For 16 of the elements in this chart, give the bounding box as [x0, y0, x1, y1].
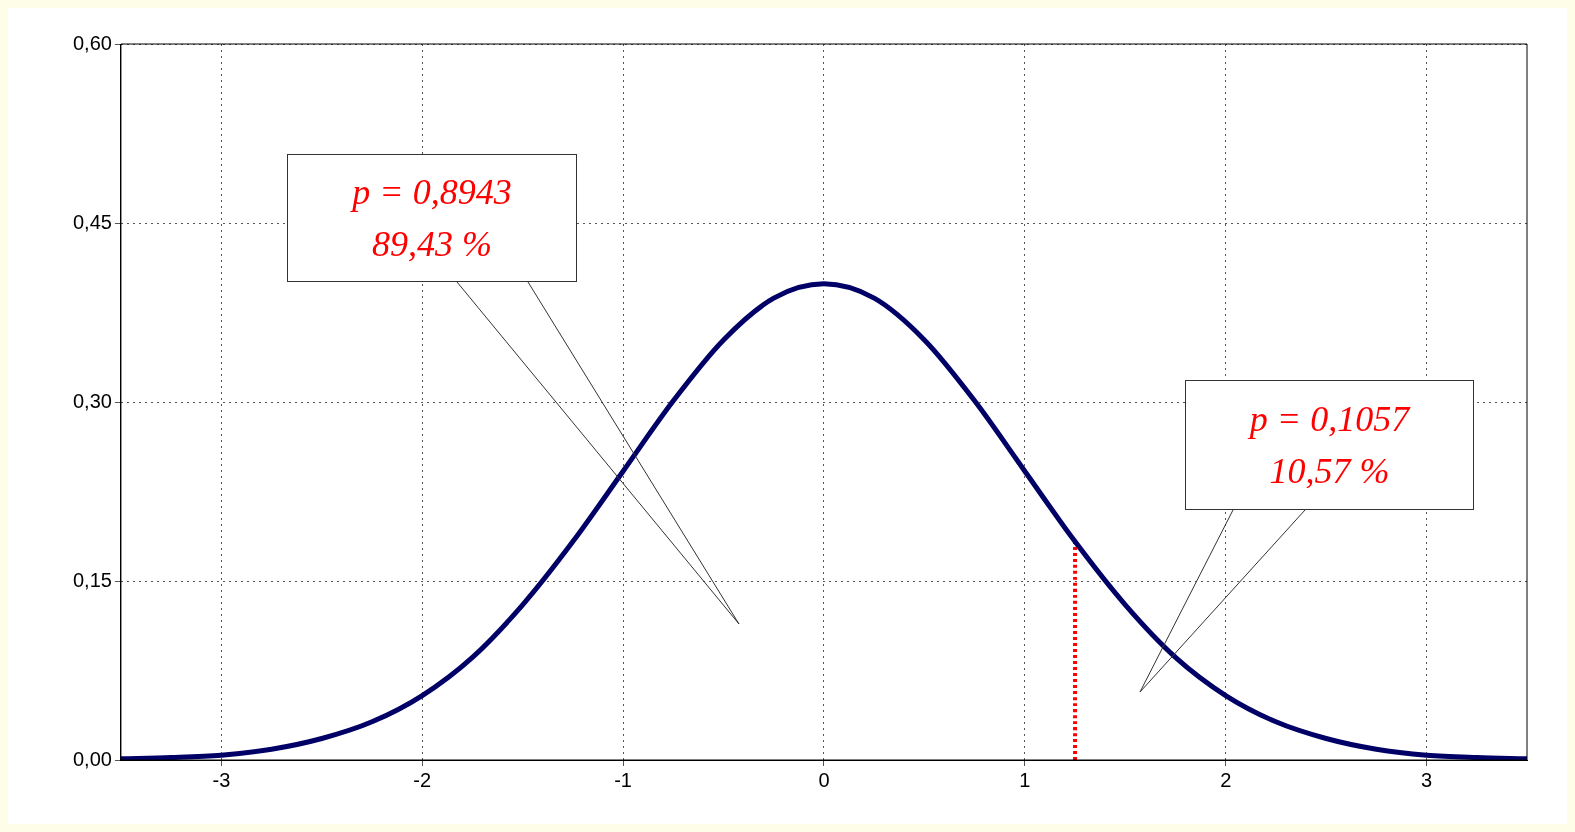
y-tick-label: 0,60 — [72, 31, 112, 54]
x-tick-label: 1 — [1019, 768, 1031, 791]
x-tick-label: -3 — [212, 768, 231, 791]
x-tick-label: 0 — [818, 768, 830, 791]
x-tick-label: 2 — [1220, 768, 1232, 791]
x-tick-label: -1 — [614, 768, 632, 791]
y-tick-label: 0,30 — [72, 389, 112, 412]
x-tick-label: -2 — [413, 768, 432, 791]
annotation: p = 0,1057 10,57 % — [1249, 398, 1410, 493]
y-tick-label: 0,45 — [72, 210, 112, 233]
x-tick-label: 3 — [1421, 768, 1433, 791]
callout-box: p = 0,1057 10,57 % — [1185, 380, 1474, 510]
annotation: p = 0,8943 89,43 % — [352, 171, 512, 266]
y-tick-label: 0,15 — [72, 568, 112, 591]
y-tick-label: 0,00 — [72, 747, 112, 770]
callout-box: p = 0,8943 89,43 % — [287, 154, 577, 282]
